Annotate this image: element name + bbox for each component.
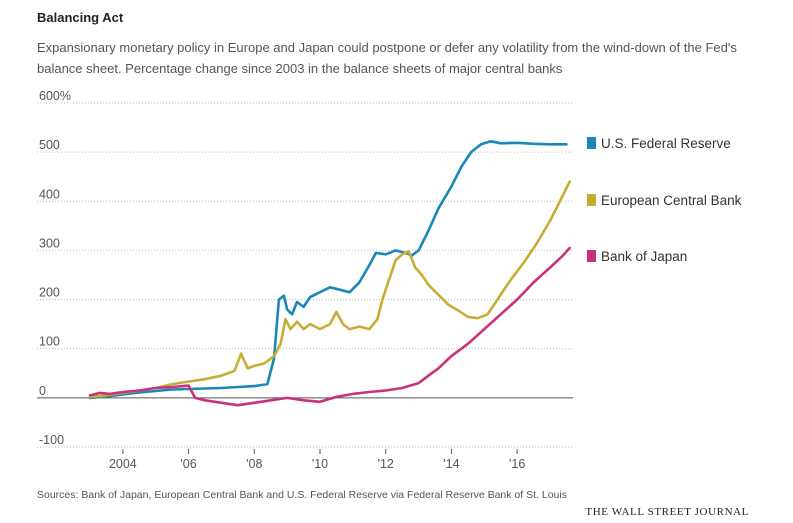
publisher-brand: THE WALL STREET JOURNAL [585,506,749,518]
legend-label: European Central Bank [601,193,742,208]
line-chart: 600% 500 400 300 200 100 0 -100 2004 '06 '08 '10 '12… [37,89,742,471]
y-tick-label: 500 [39,138,60,152]
x-tick-label: 2004 [109,457,137,471]
source-note: Sources: Bank of Japan, European Central… [37,489,567,501]
chart-subtitle: Expansionary monetary policy in Europe a… [37,40,737,76]
legend-swatch [587,137,596,149]
x-tick-label: '14 [443,457,459,471]
y-tick-label: 0 [39,384,46,398]
x-tick-label: '06 [180,457,196,471]
x-tick-label: '16 [509,457,525,471]
series-line-0 [88,140,568,400]
y-tick-label: 400 [39,187,60,201]
legend-label: Bank of Japan [601,249,687,264]
legend-swatch [587,250,596,262]
series-line-1 [88,180,571,399]
y-tick-label: 100 [39,335,60,349]
y-tick-label: -100 [39,433,64,447]
y-tick-label: 300 [39,236,60,250]
y-tick-label: 600% [39,89,71,103]
legend-swatch [587,194,596,206]
y-tick-label: 200 [39,286,60,300]
x-tick-label: '12 [378,457,394,471]
chart-title: Balancing Act [37,10,124,25]
legend-label: U.S. Federal Reserve [601,136,731,151]
x-tick-label: '10 [312,457,328,471]
series-line-2 [88,246,571,407]
x-tick-label: '08 [246,457,262,471]
